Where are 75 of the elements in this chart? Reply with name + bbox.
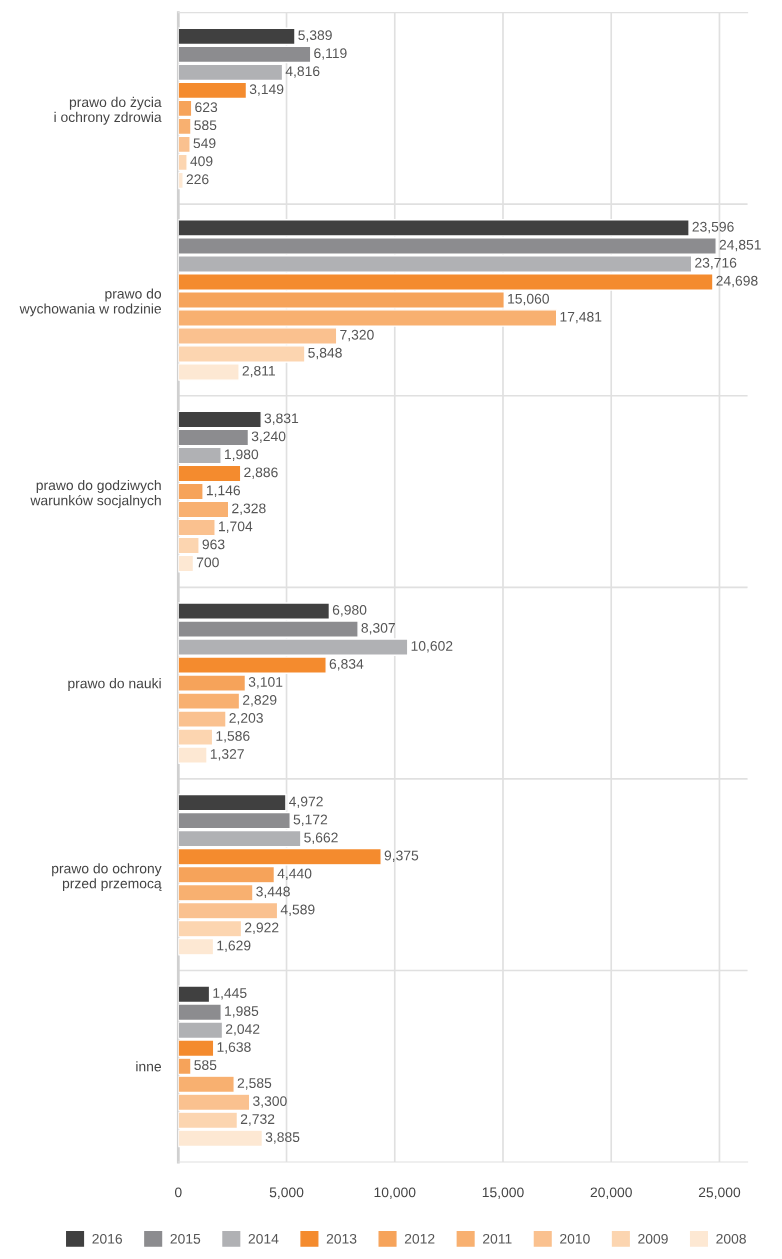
data-label: 2,042 <box>225 1024 260 1036</box>
y-tick-label: prawo do nauki <box>68 678 161 692</box>
data-label: 3,149 <box>249 84 284 96</box>
x-tick-label: 0 <box>174 1187 182 1198</box>
data-label: 585 <box>194 1060 217 1070</box>
data-label: 15,060 <box>508 293 549 306</box>
data-label: 1,146 <box>206 485 241 497</box>
data-label: 8,307 <box>361 622 395 635</box>
data-label: 2,328 <box>232 503 266 515</box>
data-label: 3,885 <box>265 1132 300 1144</box>
data-label: 3,448 <box>256 886 290 899</box>
y-tick-label: prawo do wychowania w rodzinie <box>19 288 162 317</box>
data-label: 1,629 <box>217 940 251 953</box>
data-label: 23,716 <box>695 257 737 270</box>
data-label: 226 <box>186 174 209 185</box>
data-label: 1,638 <box>217 1042 251 1054</box>
data-label: 6,980 <box>332 604 367 617</box>
x-tick-label: 20,000 <box>590 1187 632 1199</box>
data-label: 5,389 <box>298 30 332 42</box>
data-label: 2,922 <box>245 922 279 935</box>
data-label: 585 <box>194 120 217 131</box>
y-tick-label: prawo do życia i ochrony zdrowia <box>54 96 162 125</box>
x-tick-label: 25,000 <box>698 1187 741 1199</box>
legend-label: 2015 <box>170 1233 201 1244</box>
data-label: 3,240 <box>251 431 286 443</box>
data-label: 4,816 <box>285 66 320 78</box>
data-label: 7,320 <box>340 329 374 342</box>
data-label: 1,327 <box>210 749 244 761</box>
data-label: 1,586 <box>216 731 250 743</box>
data-label: 2,829 <box>243 695 277 707</box>
legend-label: 2008 <box>716 1233 746 1244</box>
data-label: 2,203 <box>229 713 263 725</box>
data-label: 2,886 <box>244 467 278 479</box>
x-tick-label: 10,000 <box>374 1187 416 1199</box>
data-label: 1,445 <box>213 988 247 1000</box>
data-label: 5,848 <box>308 347 342 360</box>
data-label: 549 <box>193 138 216 149</box>
data-label: 2,585 <box>237 1078 272 1090</box>
data-label: 9,375 <box>384 850 419 863</box>
data-label: 24,851 <box>719 239 761 252</box>
x-tick-label: 5,000 <box>269 1187 304 1199</box>
data-label: 5,172 <box>293 814 328 827</box>
data-label: 2,811 <box>242 365 275 378</box>
data-label: 6,119 <box>314 48 347 60</box>
data-label: 4,589 <box>280 904 315 917</box>
data-label: 4,440 <box>277 868 312 881</box>
data-label: 23,596 <box>692 221 734 234</box>
data-label: 4,972 <box>289 796 323 809</box>
data-label: 10,602 <box>411 640 453 653</box>
data-label: 409 <box>190 156 213 167</box>
data-label: 3,300 <box>253 1096 287 1108</box>
data-label: 2,732 <box>240 1114 275 1126</box>
y-tick-label: prawo do godziwych warunków socjalnych <box>30 479 161 509</box>
legend-label: 2016 <box>92 1233 123 1244</box>
y-tick-label: inne <box>136 1061 162 1072</box>
legend-label: 2009 <box>638 1233 668 1244</box>
data-label: 1,704 <box>219 521 253 533</box>
data-label: 5,662 <box>304 832 338 845</box>
y-tick-label: prawo do ochrony przed przemocą <box>52 863 162 892</box>
legend-label: 2014 <box>248 1233 279 1244</box>
legend-label: 2010 <box>560 1233 590 1244</box>
data-label: 24,698 <box>716 275 758 288</box>
data-label: 963 <box>202 539 225 550</box>
x-tick-label: 15,000 <box>482 1187 524 1199</box>
data-label: 700 <box>196 557 219 568</box>
data-label: 6,834 <box>329 659 364 671</box>
data-label: 1,980 <box>224 449 259 461</box>
legend-label: 2011 <box>483 1233 512 1244</box>
data-label: 623 <box>195 102 218 113</box>
legend-label: 2013 <box>326 1233 357 1244</box>
data-label: 3,831 <box>264 413 299 425</box>
legend-label: 2012 <box>404 1233 435 1244</box>
data-label: 1,985 <box>225 1006 259 1018</box>
data-label: 17,481 <box>560 311 602 324</box>
data-label: 3,101 <box>248 677 283 689</box>
